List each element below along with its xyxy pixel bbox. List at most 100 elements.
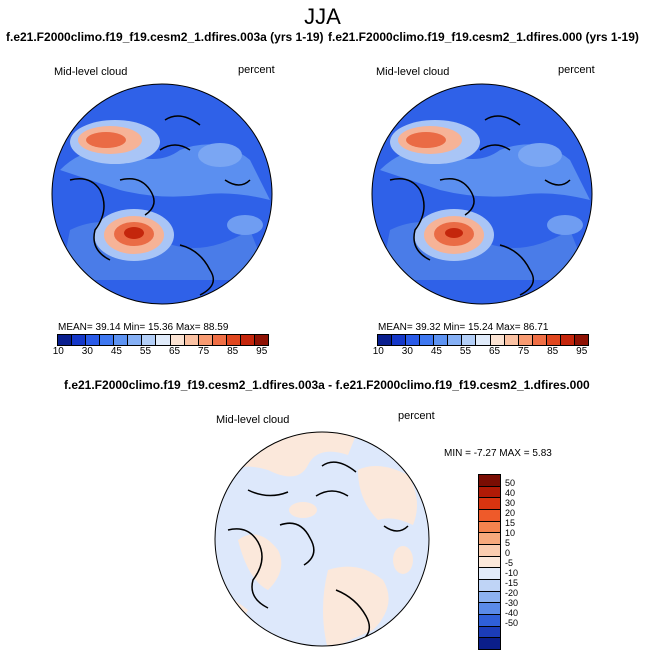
colorbar-swatch [518,335,533,345]
colorbar-swatch [240,335,255,345]
colorbar-swatch [212,335,227,345]
diff-units: percent [398,410,435,422]
colorbar-tick-label: 5 [505,538,511,548]
colorbar-tick-label: 10 [372,346,384,357]
colorbar-swatch [479,615,500,627]
diff-colorbar: 50 40 30 20 15 10 5 0 -5 -10 -15 -20 -30 -40 -50 [478,474,538,650]
colorbar-tick-label: 75 [518,346,530,357]
colorbar-tick-label: -5 [505,558,514,568]
colorbar-swatch [479,521,500,534]
colorbar-tick-label: 55 [139,346,152,357]
colorbar-swatch [72,335,87,345]
colorbar-swatch [86,335,101,345]
colorbar-swatch [479,533,500,546]
panel2-variable: Mid-level cloud [376,66,450,78]
colorbar-swatch [479,591,500,604]
colorbar-swatch [479,603,500,616]
colorbar-tick-label [473,346,488,357]
colorbar-swatch [479,498,500,511]
panel2-title: f.e21.F2000climo.f19_f19.cesm2_1.dfires.… [328,30,639,44]
colorbar-tick-label: 10 [52,346,64,357]
colorbar-tick-label [95,346,110,357]
panel1-map [51,83,273,305]
panel1-stats: MEAN= 39.14 Min= 15.36 Max= 88.59 [58,322,229,333]
colorbar-swatch [479,568,500,581]
colorbar-swatch [184,335,199,345]
colorbar-tick-label [240,346,255,357]
colorbar-tick-label: -30 [505,598,519,608]
panel1-units: percent [238,64,275,76]
panel1-variable: Mid-level cloud [54,66,128,78]
colorbar-tick-label: 95 [256,346,268,357]
colorbar-tick-label: 30 [81,346,93,357]
colorbar-swatch [479,556,500,569]
colorbar-tick-label: 65 [168,346,181,357]
diff-variable: Mid-level cloud [216,414,290,426]
colorbar-tick-label: -10 [505,568,519,578]
colorbar-swatch [114,335,129,345]
colorbar-tick-label: -50 [505,618,519,628]
colorbar-swatch [504,335,519,345]
colorbar-swatch [574,335,588,345]
colorbar-tick-label: 50 [505,478,516,488]
colorbar-swatch [479,580,500,592]
colorbar-swatch [378,335,393,345]
colorbar-swatch [142,335,157,345]
panel1-title: f.e21.F2000climo.f19_f19.cesm2_1.dfires.… [6,30,324,44]
colorbar-tick-label [124,346,139,357]
colorbar-swatch [170,335,185,345]
colorbar-tick-label [444,346,459,357]
colorbar-tick-label [386,346,401,357]
colorbar-tick-label [502,346,517,357]
colorbar-tick-label: 20 [505,508,516,518]
diff-stats: MIN = -7.27 MAX = 5.83 [444,448,552,459]
colorbar-tick-label [560,346,575,357]
colorbar-tick-label: 0 [505,548,511,558]
colorbar-swatch [479,545,500,557]
colorbar-tick-label: 75 [198,346,210,357]
colorbar-swatch [479,510,500,522]
colorbar-swatch [462,335,477,345]
diff-title: f.e21.F2000climo.f19_f19.cesm2_1.dfires.… [64,378,590,392]
diff-map [214,431,430,647]
colorbar-swatch [420,335,435,345]
colorbar-swatch [128,335,143,345]
colorbar-swatch [254,335,268,345]
colorbar-swatch [532,335,547,345]
colorbar-tick-label: 45 [110,346,122,357]
colorbar-swatch [479,638,500,650]
colorbar-swatch [448,335,463,345]
colorbar-tick-label [415,346,430,357]
colorbar-tick-label: 45 [430,346,442,357]
colorbar-swatch [58,335,73,345]
colorbar-swatch [156,335,171,345]
colorbar-tick-label: 15 [505,518,516,528]
colorbar-swatch [476,335,491,345]
colorbar-tick-label [66,346,81,357]
colorbar-tick-label: -20 [505,588,519,598]
colorbar-swatch [392,335,407,345]
colorbar-tick-label: 40 [505,488,516,498]
colorbar-tick-label: 30 [505,498,516,508]
colorbar-tick-label [531,346,546,357]
colorbar-swatch [546,335,561,345]
colorbar-tick-label [153,346,168,357]
colorbar-tick-label: -15 [505,578,519,588]
colorbar-swatch [198,335,213,345]
colorbar-tick-label: 55 [459,346,472,357]
panel2-map [371,83,593,305]
colorbar-tick-label [211,346,226,357]
colorbar-swatch [490,335,505,345]
colorbar-swatch [479,475,500,487]
colorbar-swatch [406,335,421,345]
colorbar-tick-label: 65 [488,346,501,357]
colorbar-tick-label: 10 [505,528,516,538]
colorbar-tick-label: 30 [401,346,413,357]
panel1-colorbar: 10 30 45 55 65 75 85 95 [53,334,269,357]
colorbar-tick-label: 95 [576,346,588,357]
panel2-units: percent [558,64,595,76]
colorbar-swatch [479,486,500,499]
colorbar-swatch [560,335,575,345]
colorbar-tick-label: 85 [547,346,559,357]
colorbar-tick-label: 85 [227,346,239,357]
